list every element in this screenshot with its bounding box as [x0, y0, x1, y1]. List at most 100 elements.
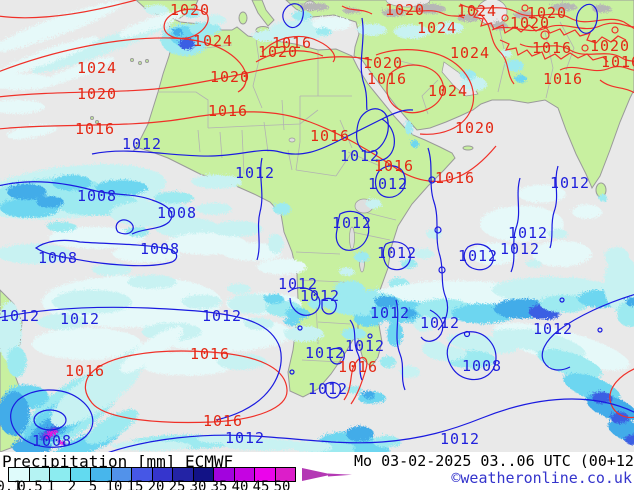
isobar-label: 1012: [500, 240, 540, 258]
isobar-label: 1016: [190, 345, 230, 363]
isobar-label: 1020: [510, 14, 550, 32]
isobar-label: 1016: [367, 70, 407, 88]
isobar-label: 1024: [450, 44, 490, 62]
lake-chad: [288, 137, 296, 143]
island-socotra: [462, 145, 474, 151]
legend-colorbar: [8, 467, 296, 482]
colorbar-cell: [214, 468, 235, 481]
legend-tick: 2: [67, 479, 77, 490]
legend-arrow-shape: [302, 468, 332, 481]
legend-tick: 1: [46, 479, 56, 490]
isobar-label: 1016: [310, 127, 350, 145]
isobar-label: 1016: [208, 102, 248, 120]
isobar-label: 1016: [75, 120, 115, 138]
legend-ticks: 0.1 0.5 1 2 5 10 15 20 25 30 35 40 45 50: [0, 479, 634, 490]
colorbar-cell: [9, 468, 30, 481]
isobar-label: 1008: [157, 204, 197, 222]
isobar-label: 1012: [0, 307, 40, 325]
isobar-label: 1012: [377, 244, 417, 262]
colorbar-cell: [255, 468, 276, 481]
copyright-link[interactable]: ©weatheronline.co.uk: [451, 469, 632, 487]
colorbar-cell: [275, 468, 295, 481]
legend-tick: 15: [126, 479, 144, 490]
isobar-label: 1016: [65, 362, 105, 380]
isobar-label: 1016: [203, 412, 243, 430]
isobar-label: 1012: [332, 214, 372, 232]
colorbar-cell: [173, 468, 194, 481]
colorbar-cell: [111, 468, 132, 481]
isobar-label: 1012: [533, 320, 573, 338]
isobar-label: 1012: [305, 344, 345, 362]
colorbar-cell: [91, 468, 112, 481]
isobar-label: 1012: [508, 224, 548, 242]
isobar-label: 1008: [462, 357, 502, 375]
isobars-high-pressure: [0, 0, 634, 424]
isobar-label: 1012: [440, 430, 480, 448]
isobar-label: 1008: [140, 240, 180, 258]
legend-tick: 25: [168, 479, 186, 490]
isobar-label: 1012: [308, 380, 348, 398]
isobar-label: 1012: [340, 147, 380, 165]
legend-tick: 45: [252, 479, 270, 490]
colorbar-cell: [132, 468, 153, 481]
isobar-label: 1020: [385, 1, 425, 19]
legend-tick: 30: [189, 479, 207, 490]
legend-tick: 5: [88, 479, 98, 490]
isobar-label: 1008: [32, 432, 72, 450]
isobar-label: 1012: [278, 275, 318, 293]
colorbar-cell: [193, 468, 214, 481]
precipitation-layer: [0, 0, 634, 457]
island-sardinia: [238, 11, 248, 25]
isobar-label: 1012: [345, 337, 385, 355]
isobar-label: 1020: [527, 4, 567, 22]
legend-tick: 0.5: [17, 479, 43, 490]
colorbar-cell: [152, 468, 173, 481]
forecast-map[interactable]: 1020 1024 1016 1020 1024 1020 1016 1020 1016 1016…: [0, 0, 634, 457]
isobar-label: 1012: [60, 310, 100, 328]
legend-tick: 50: [273, 479, 291, 490]
isobar-label: 1012: [202, 307, 242, 325]
isobar-label: 1012: [225, 429, 265, 447]
isobar-label: 1016: [601, 53, 634, 71]
isobar-label: 1016: [338, 358, 378, 376]
isobar-label: 1016: [435, 169, 475, 187]
isobar-label: 1024: [457, 2, 497, 20]
isobar-label: 1024: [417, 19, 457, 37]
legend-tick: 20: [147, 479, 165, 490]
colorbar-cell: [29, 468, 50, 481]
isobar-label: 1012: [420, 314, 460, 332]
isobar-label: 1008: [77, 187, 117, 205]
isobar-label: 1012: [458, 247, 498, 265]
isobar-label: 1020: [210, 68, 250, 86]
forecast-datetime: Mo 03-02-2025 03..06 UTC (00+126: [354, 452, 634, 470]
colorbar-cell: [234, 468, 255, 481]
legend-tick: 10: [105, 479, 123, 490]
lake-tanganyika: [349, 226, 355, 250]
legend-tick: 40: [231, 479, 249, 490]
isobar-label: 1016: [374, 157, 414, 175]
isobar-label: 1012: [370, 304, 410, 322]
isobar-label: 1016: [532, 39, 572, 57]
colorbar-cell: [70, 468, 91, 481]
isobars-low-pressure: [0, 3, 634, 455]
coastline-eurasia-arabia-india: [285, 0, 634, 190]
isobar-label: 1020: [363, 54, 403, 72]
isobar-label: 1020: [77, 85, 117, 103]
isobar-label: 1016: [272, 34, 312, 52]
isobar-label: 1012: [235, 164, 275, 182]
isobar-label: 1020: [258, 43, 298, 61]
isobar-label: 1012: [550, 174, 590, 192]
legend-title: Precipitation [mm] ECMWF: [2, 452, 234, 471]
isobar-label: 1024: [428, 82, 468, 100]
colorbar-overflow-arrow: [302, 468, 352, 481]
isobar-label: 1012: [122, 135, 162, 153]
isobar-label: 1020: [590, 37, 630, 55]
isobar-label: 1016: [543, 70, 583, 88]
colorbar-cell: [50, 468, 71, 481]
isobar-label: 1020: [455, 119, 495, 137]
isobar-label: 1012: [368, 175, 408, 193]
legend-tick: 0.1: [0, 479, 22, 490]
legend-arrow-tail: [328, 473, 352, 477]
